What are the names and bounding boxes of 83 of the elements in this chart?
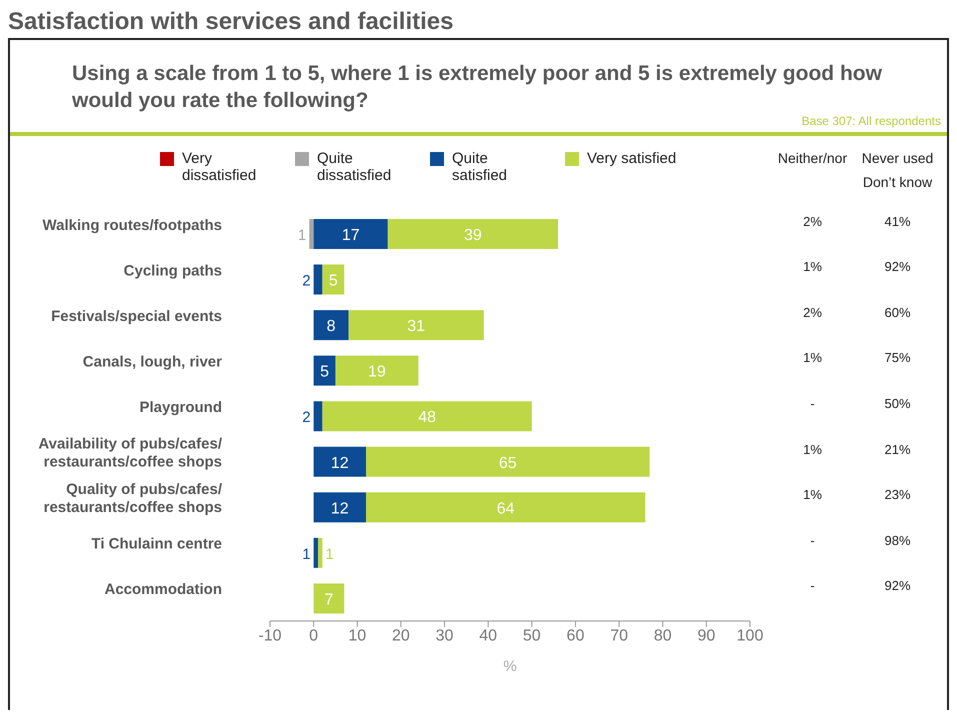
data-label: 48 <box>418 409 436 426</box>
bar <box>366 446 650 477</box>
data-label: 2 <box>302 272 311 290</box>
y-tick-label: Availability of pubs/cafes/ restaurants/coffee shops <box>38 436 223 471</box>
text: 92% <box>883 578 912 594</box>
text: 2% <box>802 214 823 229</box>
data-label: 39 <box>464 227 482 244</box>
y-tick-label: Festivals/special events <box>51 308 222 325</box>
data-label: 1 <box>298 227 306 244</box>
text: 50% <box>883 396 912 411</box>
bar <box>314 446 366 477</box>
bar <box>309 219 314 249</box>
text: 1% <box>802 350 823 366</box>
x-tick-label: 10 <box>348 627 366 644</box>
data-label: 12 <box>330 454 349 472</box>
text: 92% <box>883 259 912 274</box>
chart-title: Satisfaction with services and facilities <box>8 8 454 37</box>
x-tick-label: 30 <box>436 627 454 644</box>
x-tick-label: 20 <box>392 627 410 644</box>
y-tick-label: Walking routes/footpaths <box>42 216 222 234</box>
text: 21% <box>883 442 912 457</box>
text: Base 307: All respondents <box>800 114 942 130</box>
bar <box>314 356 336 386</box>
x-tick-label: -10 <box>258 627 282 644</box>
x-tick-label: 70 <box>610 627 628 644</box>
text: Neither/nor <box>776 149 848 168</box>
text: 98% <box>883 532 912 548</box>
x-tick-label: 80 <box>654 627 672 644</box>
data-label: 8 <box>326 318 336 336</box>
y-tick-label: Accommodation <box>104 581 222 598</box>
x-tick-label: 40 <box>479 627 498 644</box>
y-tick-label: Ti Chulainn centre <box>91 536 222 553</box>
bar <box>314 492 366 522</box>
bar <box>366 492 646 522</box>
text: - <box>809 578 816 594</box>
legend-label: Very satisfied <box>587 150 677 167</box>
data-label: 5 <box>320 364 330 381</box>
text: 2% <box>802 304 823 320</box>
y-tick-label: Cycling paths <box>124 262 222 280</box>
data-label: 2 <box>302 409 311 426</box>
x-tick-label: 90 <box>697 627 716 644</box>
data-label: 1 <box>325 546 334 563</box>
bar <box>322 401 532 432</box>
data-label: 65 <box>498 454 517 472</box>
text: 23% <box>883 487 912 502</box>
text: - <box>809 396 816 411</box>
x-tick-label: 100 <box>736 627 764 644</box>
data-label: 64 <box>496 500 515 518</box>
data-label: 19 <box>368 364 386 381</box>
bar <box>314 401 322 432</box>
data-label: 31 <box>407 318 426 336</box>
y-tick-label: Canals, lough, river <box>82 353 222 370</box>
text: Never used Don’t know <box>860 149 934 192</box>
text: 41% <box>883 214 912 229</box>
text: 60% <box>883 304 912 320</box>
y-tick-label: Playground <box>139 399 222 416</box>
chart-subtitle: Using a scale from 1 to 5, where 1 is extremely poor and 5 is extremely good how would you rate the following? <box>71 61 883 114</box>
text: - <box>809 532 816 548</box>
bar <box>314 310 349 340</box>
bar <box>348 310 484 340</box>
data-label: 5 <box>328 272 338 290</box>
bar <box>335 356 418 386</box>
bar <box>314 583 344 614</box>
x-axis-title: % <box>503 658 517 675</box>
legend-label: Quite satisfied <box>452 150 508 184</box>
bar <box>314 538 318 568</box>
data-label: 12 <box>330 500 349 518</box>
x-tick-label: 0 <box>309 627 318 644</box>
bar <box>322 264 344 295</box>
y-tick-label: Quality of pubs/cafes/ restaurants/coffee shops <box>44 481 223 516</box>
legend-label: Very dissatisfied <box>182 150 258 184</box>
legend-label: Quite dissatisfied <box>317 150 392 184</box>
data-label: 7 <box>324 591 334 608</box>
x-tick-label: 50 <box>522 627 541 644</box>
text: 1% <box>802 259 823 274</box>
text: 75% <box>883 350 912 366</box>
x-tick-label: 60 <box>566 627 584 644</box>
bar <box>318 538 322 568</box>
bar <box>314 264 322 295</box>
text: 1% <box>802 487 823 502</box>
data-label: 17 <box>342 227 360 244</box>
data-label: 1 <box>302 546 311 563</box>
text: 1% <box>802 442 823 457</box>
